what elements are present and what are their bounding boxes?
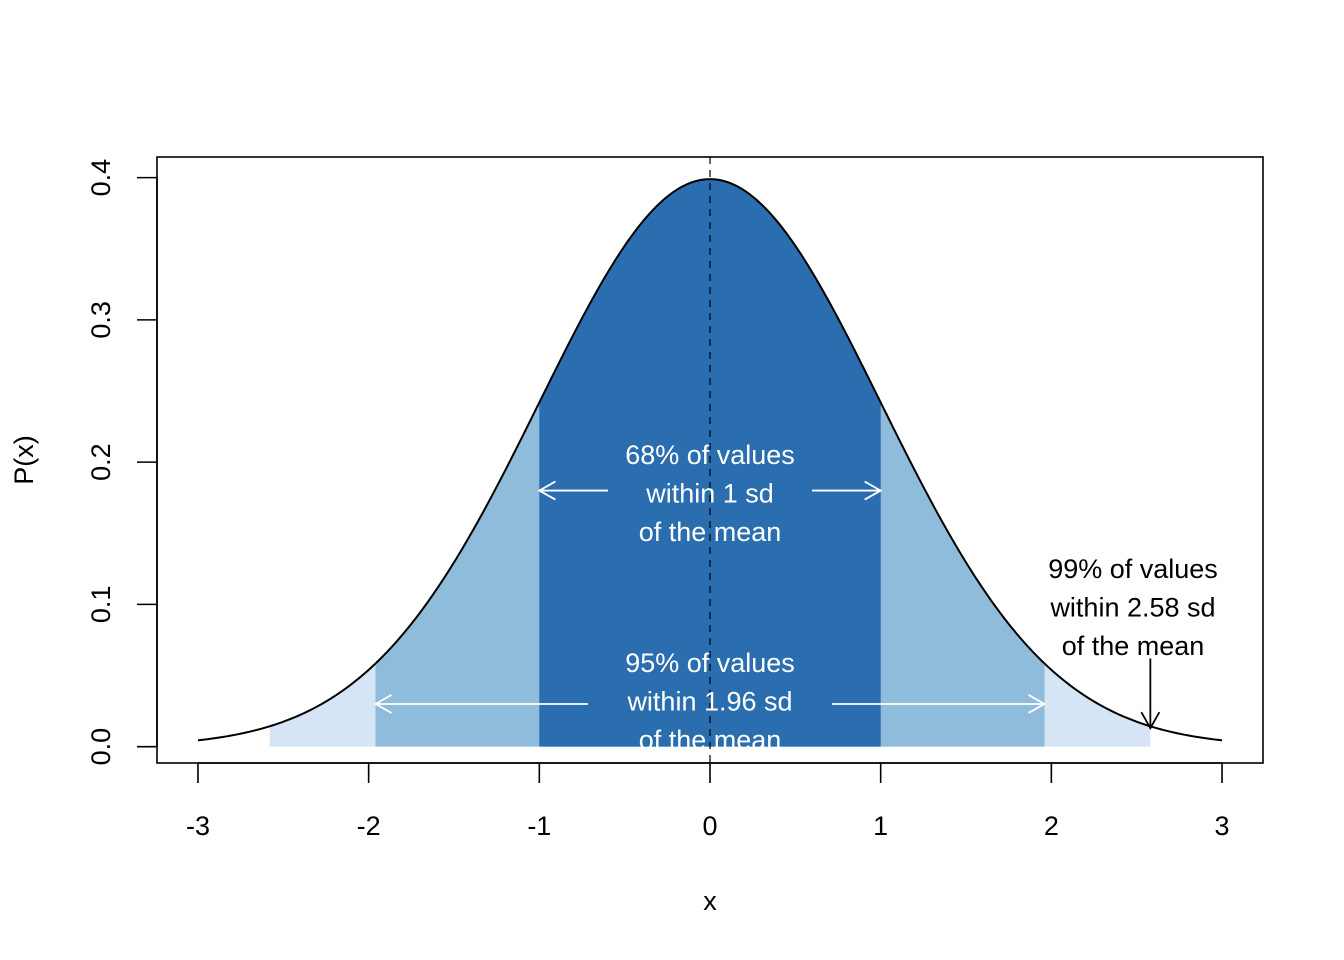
arrow-99-head: [1140, 711, 1161, 730]
x-tick-label: 0: [702, 811, 717, 841]
annotation-99-line-3: of the mean: [1062, 631, 1205, 661]
annotation-68-line-2: within 1 sd: [645, 479, 774, 509]
annotation-68-percent: 68% of values within 1 sd of the mean: [625, 440, 795, 547]
x-tick-label: -1: [527, 811, 551, 841]
x-tick-label: 1: [873, 811, 888, 841]
y-tick-label: 0.1: [86, 586, 116, 624]
y-axis: 0.0 0.1 0.2 0.3 0.4: [86, 159, 158, 766]
arrow-68-left-head: [537, 480, 556, 501]
y-axis-label: P(x): [9, 435, 39, 485]
x-axis: -3 -2 -1 0 1 2 3: [186, 762, 1230, 841]
arrow-68-right-head: [864, 480, 883, 501]
annotation-99-line-2: within 2.58 sd: [1049, 593, 1215, 623]
x-tick-label: 2: [1044, 811, 1059, 841]
annotation-arrows: [373, 480, 1161, 730]
arrow-95-left-head: [373, 694, 392, 714]
y-tick-label: 0.4: [86, 159, 116, 197]
annotation-99-percent: 99% of values within 2.58 sd of the mean: [1048, 554, 1218, 661]
annotation-95-line-3: of the mean: [639, 725, 782, 755]
annotation-99-line-1: 99% of values: [1048, 554, 1218, 584]
annotation-68-line-3: of the mean: [639, 517, 782, 547]
x-tick-label: -2: [357, 811, 381, 841]
annotation-95-line-2: within 1.96 sd: [626, 687, 792, 717]
density-curve: [197, 178, 1223, 742]
annotation-95-percent: 95% of values within 1.96 sd of the mean: [625, 648, 795, 755]
arrow-95-right-head: [1028, 694, 1047, 714]
x-tick-label: -3: [186, 811, 210, 841]
y-tick-label: 0.0: [86, 728, 116, 766]
y-tick-label: 0.3: [86, 301, 116, 339]
x-tick-label: 3: [1215, 811, 1230, 841]
y-tick-label: 0.2: [86, 443, 116, 481]
x-axis-label: x: [703, 886, 717, 916]
annotation-68-line-1: 68% of values: [625, 440, 795, 470]
annotation-95-line-1: 95% of values: [625, 648, 795, 678]
